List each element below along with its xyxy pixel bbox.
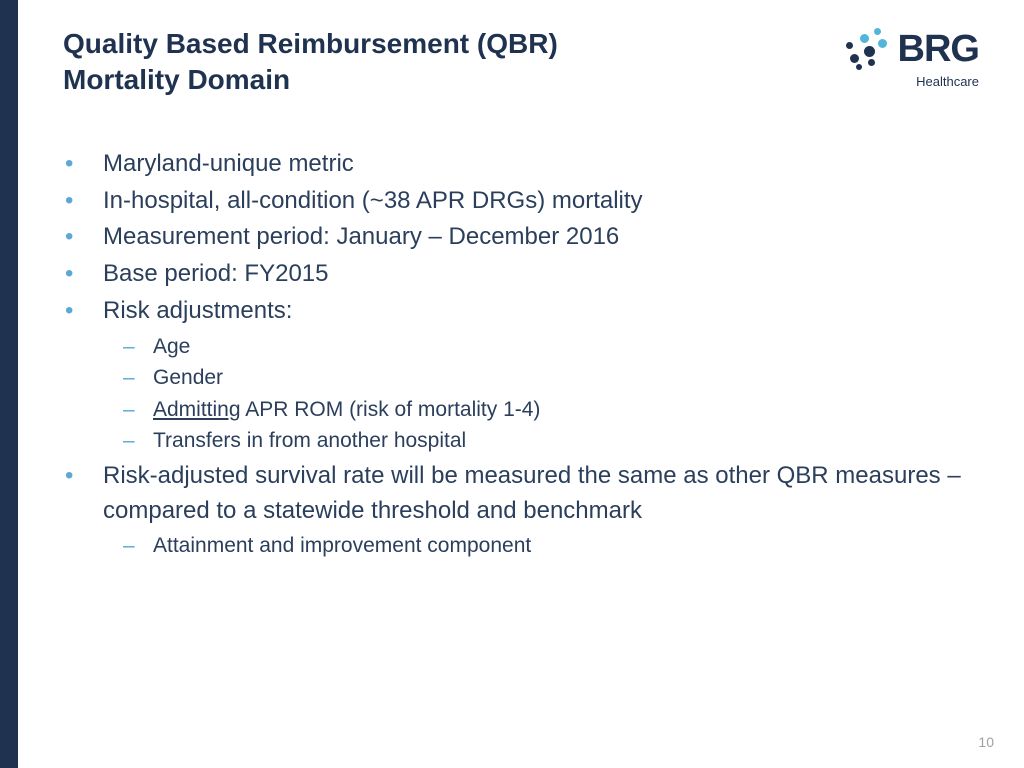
sub-bullet-list: Age Gender Admitting APR ROM (risk of mort… (103, 331, 979, 457)
logo-dot (850, 54, 859, 63)
logo-subtext: Healthcare (840, 74, 979, 89)
logo-text: BRG (898, 30, 979, 68)
logo-dot (868, 59, 875, 66)
logo-dot (860, 34, 869, 43)
bullet-item: Maryland-unique metric (103, 147, 979, 182)
logo-dot (874, 28, 881, 35)
bullet-text: Maryland-unique metric (103, 150, 354, 177)
sub-bullet-text: APR ROM (risk of mortality 1-4) (241, 398, 541, 421)
bullet-text: Risk-adjusted survival rate will be meas… (103, 462, 961, 524)
logo-dot (878, 39, 887, 48)
bullet-item: Risk adjustments: Age Gender Admitting APR … (103, 294, 979, 457)
sub-bullet-item: Attainment and improvement component (153, 530, 979, 562)
slide-content: BRG Healthcare Quality Based Reimburseme… (18, 0, 1024, 768)
bullet-text: Measurement period: January – December 2… (103, 223, 619, 250)
sub-bullet-item: Transfers in from another hospital (153, 425, 979, 457)
logo-dots-icon (840, 26, 890, 72)
bullet-list: Maryland-unique metric In-hospital, all-c… (63, 147, 979, 562)
page-number: 10 (978, 734, 994, 750)
bullet-item: Risk-adjusted survival rate will be meas… (103, 459, 979, 562)
sub-bullet-text: Attainment and improvement component (153, 534, 531, 557)
left-accent-bar (0, 0, 18, 768)
sub-bullet-item: Admitting APR ROM (risk of mortality 1-4… (153, 394, 979, 426)
sub-bullet-text: Gender (153, 366, 223, 389)
sub-bullet-list: Attainment and improvement component (103, 530, 979, 562)
sub-bullet-underline: Admitting (153, 398, 241, 421)
bullet-item: In-hospital, all-condition (~38 APR DRGs… (103, 184, 979, 219)
bullet-text: In-hospital, all-condition (~38 APR DRGs… (103, 187, 643, 214)
sub-bullet-text: Transfers in from another hospital (153, 429, 466, 452)
logo-dot (846, 42, 853, 49)
logo-dot (864, 46, 875, 57)
bullet-text: Base period: FY2015 (103, 260, 328, 287)
bullet-item: Base period: FY2015 (103, 257, 979, 292)
sub-bullet-item: Age (153, 331, 979, 363)
bullet-item: Measurement period: January – December 2… (103, 220, 979, 255)
logo-dot (856, 64, 862, 70)
sub-bullet-item: Gender (153, 362, 979, 394)
sub-bullet-text: Age (153, 335, 190, 358)
brg-logo: BRG Healthcare (840, 26, 979, 89)
bullet-text: Risk adjustments: (103, 297, 292, 324)
